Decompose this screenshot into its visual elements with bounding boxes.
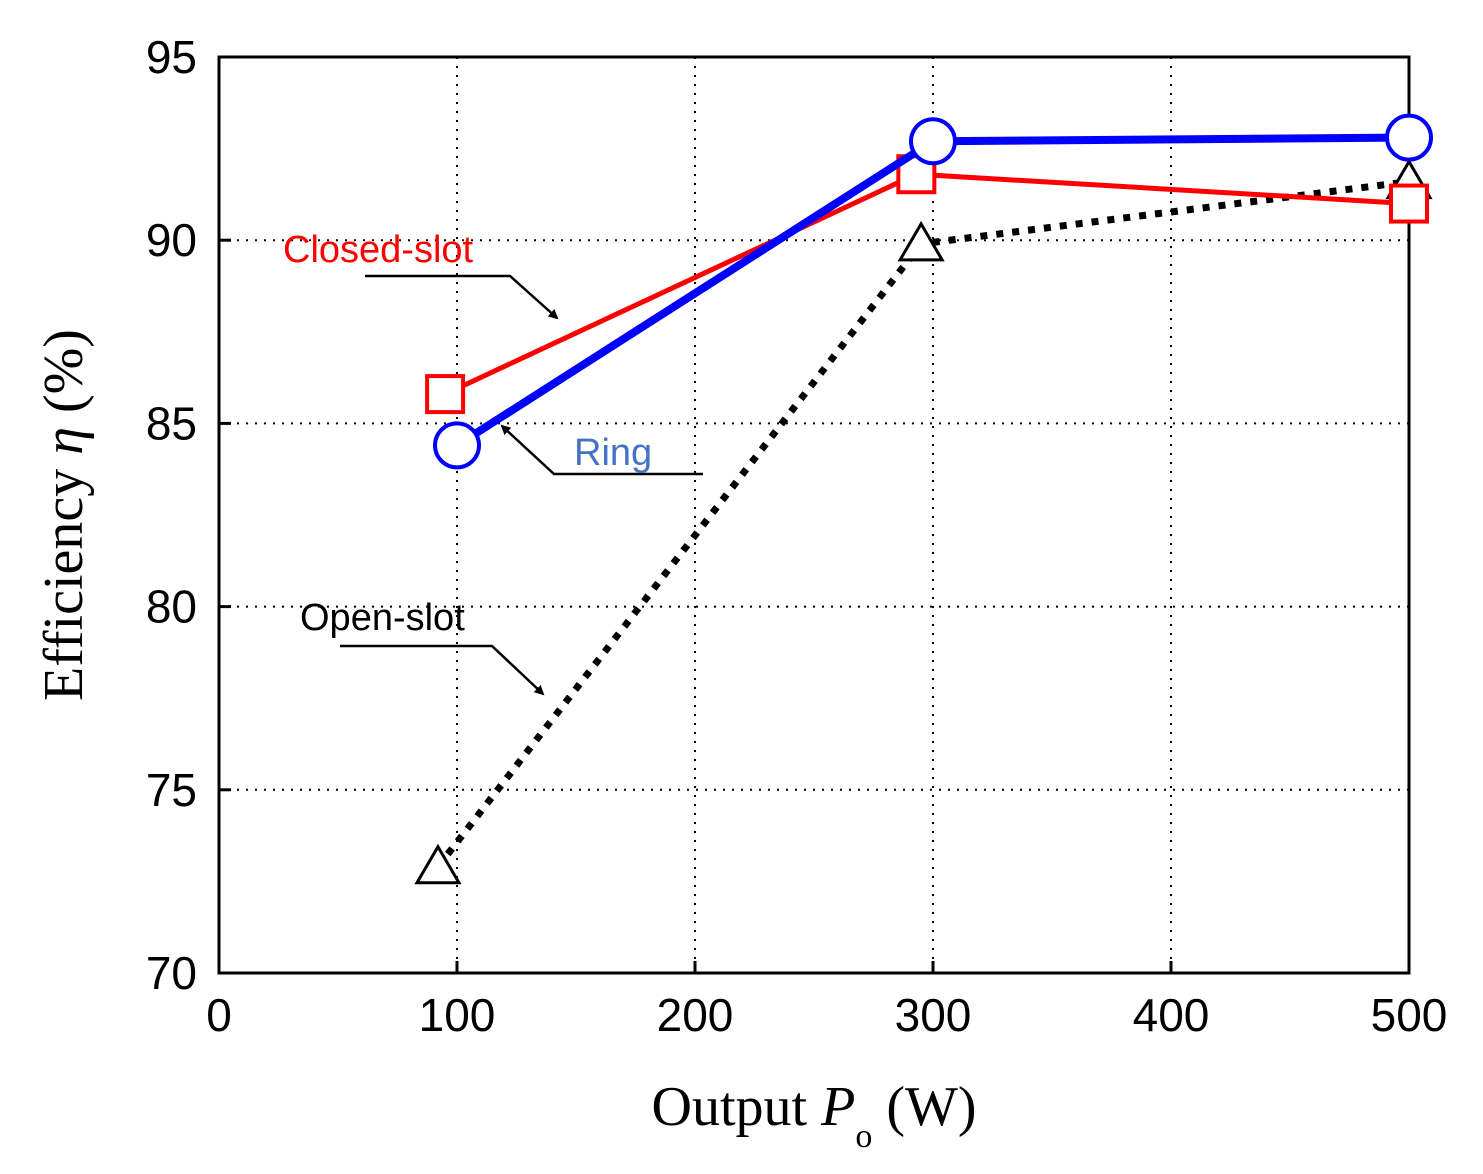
data-point-square — [1389, 183, 1429, 224]
data-point-circle — [909, 117, 957, 166]
annotation-label: Closed-slot — [283, 229, 474, 271]
plot-frame — [217, 55, 1411, 975]
series-ring — [433, 113, 1433, 470]
series-open-slot — [414, 158, 1433, 885]
x-tick-label: 200 — [657, 989, 734, 1041]
y-tick-label: 70 — [146, 947, 197, 999]
y-tick-label: 95 — [146, 31, 197, 83]
annotation-leader — [500, 424, 703, 476]
y-axis-title: Efficiency η (%) — [33, 329, 95, 701]
annotation-label: Ring — [574, 432, 652, 474]
x-tick-label: 500 — [1371, 989, 1448, 1041]
data-point-circle — [433, 421, 481, 470]
x-axis-title: Output Po (W) — [652, 1076, 977, 1155]
x-tick-label: 0 — [206, 989, 232, 1041]
data-point-triangle — [897, 220, 945, 262]
data-point-triangle — [414, 843, 462, 885]
y-tick-label: 80 — [146, 581, 197, 633]
data-point-square — [425, 374, 466, 415]
x-tick-label: 400 — [1133, 989, 1210, 1041]
annotations: Closed-slot Ring Open-slot — [283, 229, 703, 696]
x-tick-label: 100 — [419, 989, 496, 1041]
grid-lines — [219, 57, 1409, 973]
annotation-leader — [340, 644, 545, 696]
y-tick-label: 75 — [146, 764, 197, 816]
series-layer — [414, 113, 1433, 885]
data-point-circle — [1385, 113, 1433, 162]
series-closed-slot — [425, 154, 1429, 415]
series-line-open-slot — [435, 178, 1410, 869]
annotation-leader — [365, 274, 559, 320]
axis-ticks: 0 100 200 300 400 500 70 75 80 85 90 95 — [146, 31, 1448, 1041]
annotation-label: Open-slot — [300, 597, 465, 639]
y-tick-label: 90 — [146, 214, 197, 266]
y-tick-label: 85 — [146, 397, 197, 449]
x-tick-label: 300 — [895, 989, 972, 1041]
